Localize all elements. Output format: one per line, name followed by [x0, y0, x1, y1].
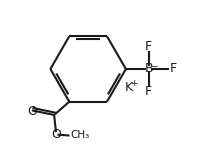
Text: CH₃: CH₃: [70, 130, 89, 140]
Text: B: B: [144, 63, 153, 76]
Text: −: −: [150, 61, 157, 70]
Text: F: F: [145, 40, 152, 53]
Text: F: F: [170, 63, 177, 76]
Text: O: O: [28, 105, 38, 118]
Text: +: +: [130, 79, 138, 88]
Text: F: F: [145, 84, 152, 97]
Text: K: K: [125, 81, 133, 94]
Text: O: O: [51, 128, 61, 141]
